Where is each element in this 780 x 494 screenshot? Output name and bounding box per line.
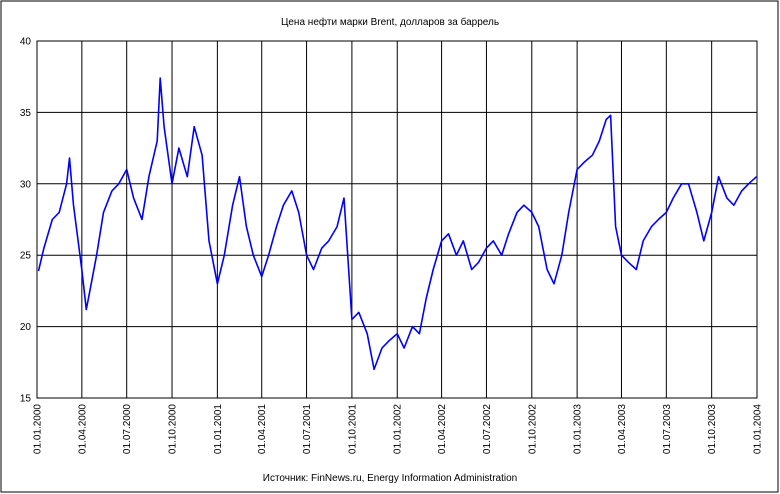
x-tick-label: 01.04.2000 [77,404,88,454]
x-tick-label: 01.07.2001 [302,404,313,454]
x-tick-label: 01.10.2002 [527,404,538,454]
x-tick-label: 01.07.2000 [122,404,133,454]
x-tick-label: 01.04.2001 [257,404,268,454]
chart-source: Источник: FinNews.ru, Energy Information… [263,473,517,484]
x-tick-label: 01.01.2001 [213,404,224,454]
price-line [37,77,758,371]
x-tick-label: 01.07.2002 [482,404,493,454]
chart-title: Цена нефти марки Brent, долларов за барр… [281,16,499,28]
x-tick-label: 01.01.2003 [573,404,584,454]
x-tick-label: 01.10.2001 [347,404,358,454]
y-tick-label: 20 [20,322,32,333]
x-tick-label: 01.01.2000 [33,404,44,454]
x-tick-label: 01.01.2002 [393,404,404,454]
x-tick-label: 01.04.2003 [617,404,628,454]
x-tick-label: 01.10.2000 [168,404,179,454]
y-tick-label: 15 [20,394,32,405]
x-tick-label: 01.04.2002 [437,404,448,454]
x-tick-label: 01.01.2004 [753,404,764,454]
x-tick-label: 01.10.2003 [707,404,718,454]
y-tick-label: 30 [20,179,32,190]
y-tick-label: 40 [20,37,32,48]
y-tick-label: 25 [20,251,32,262]
y-tick-label: 35 [20,108,32,119]
x-tick-label: 01.07.2003 [662,404,673,454]
